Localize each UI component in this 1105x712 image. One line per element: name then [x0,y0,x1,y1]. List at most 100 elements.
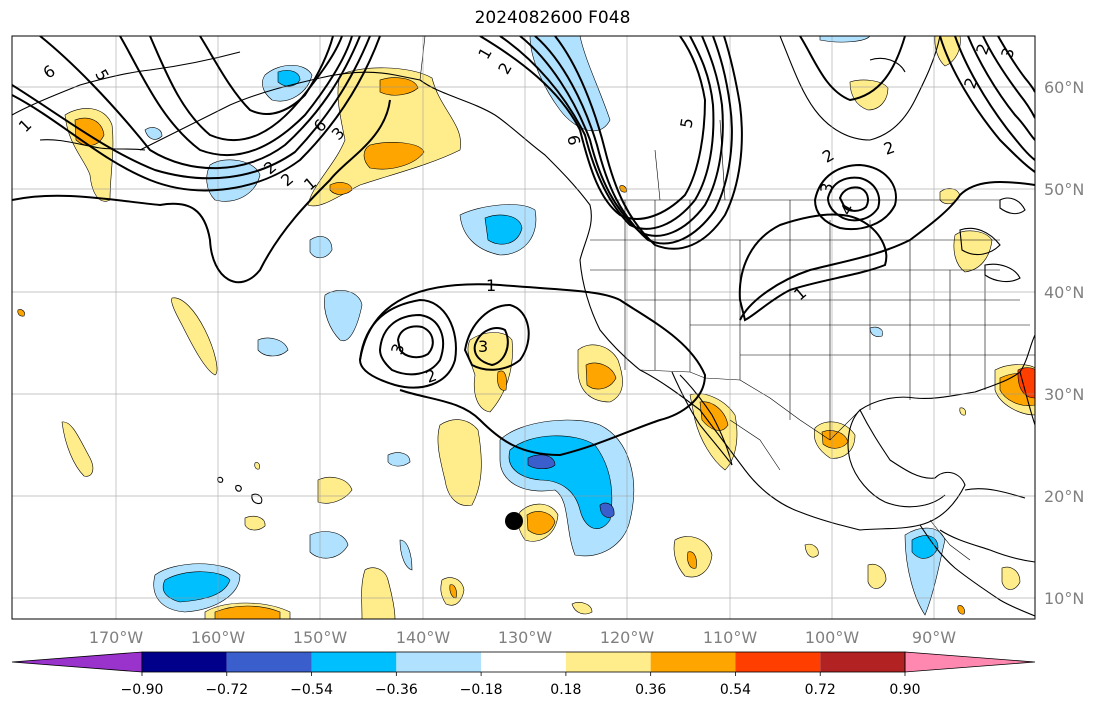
cuba [964,488,1026,499]
shade-region [244,515,266,531]
contour-line [119,36,353,157]
newfoundland [999,197,1026,215]
map-panel: 6 5 2 1 2 3 6 1 2 6 5 3 2 1 3 2 4 1 2 3 … [12,36,1035,619]
contour-label: 3 [816,181,836,194]
aleutian-islands [39,139,146,151]
colorbar-segment [311,652,397,672]
latitude-label: 30°N [1044,385,1084,404]
contour-line [199,36,334,115]
colorbar-tick-label: 0.90 [889,682,920,698]
central-america-borders [929,519,971,561]
contour-line [954,36,1035,161]
shade-region [585,362,617,390]
shade-region [804,543,819,558]
shade-region [437,419,482,506]
alaska-coast [139,71,421,151]
longitude-label: 130°W [498,628,553,647]
colorbar-tick-label: −0.18 [460,682,503,698]
colorbar-segment [226,652,312,672]
shade-region [1017,367,1035,399]
contour-line [396,325,434,359]
shade-region [277,70,301,87]
baja-coast [671,371,733,466]
shade-region [571,602,593,615]
contour-line [359,283,707,457]
shade-region [527,454,556,470]
gulf-coast [847,409,946,508]
shade-region [959,407,966,416]
shade-region [317,477,353,504]
coastlines [12,36,1035,617]
shade-region [329,182,353,195]
shade-region [309,236,333,259]
alaska-border [419,36,426,81]
shade-region [171,297,218,376]
shade-region [529,36,611,132]
contour-line [939,36,1035,173]
colorbar-segment [396,652,482,672]
colorbar-tick-label: −0.72 [205,682,248,698]
contour-line [39,36,361,170]
contour-line [12,99,391,284]
shade-region [934,36,961,67]
contour-line [534,36,733,245]
colorbar-tick-label: 0.36 [635,682,666,698]
shade-region [17,309,25,317]
great-lakes [984,263,1021,283]
political-borders [419,36,1035,561]
shade-region [599,502,615,518]
colorbar: −0.90 −0.72 −0.54 −0.36 −0.18 0.18 0.36 0.54 0.7… [11,651,1036,698]
contour-label: 1 [486,276,496,295]
colorbar-tick-label: 0.54 [720,682,751,698]
latitude-label: 60°N [1044,78,1084,97]
latitude-label: 50°N [1044,180,1084,199]
colorbar-segment [735,652,821,672]
contour-line [838,186,869,212]
shade-region [687,551,697,569]
contour-line [997,36,1035,93]
shade-region [869,326,883,337]
latitude-axis: 60°N 50°N 40°N 30°N 20°N 10°N [1044,78,1084,608]
colorbar-tick-label: 0.72 [805,682,836,698]
colorbar-segment [142,652,227,672]
contour-line [826,176,880,222]
shade-region [309,531,349,559]
shade-region [144,127,163,140]
colorbar-segment [481,652,566,672]
shade-region [387,452,411,467]
contour-line [12,36,371,180]
map-title: 2024082600 F048 [474,8,631,28]
shade-region [74,117,105,146]
shade-region [497,370,507,391]
longitude-label: 90°W [912,628,956,647]
negative-anomaly-shading [144,36,946,616]
colorbar-extend-low [11,651,143,673]
contour-line [982,36,1035,119]
colorbar-extend-high [904,651,1036,673]
contour-line [813,163,897,231]
contour-line [473,327,509,367]
shade-region [206,159,261,202]
contour-line [738,213,888,322]
latitude-label: 40°N [1044,283,1084,302]
longitude-label: 100°W [805,628,860,647]
colorbar-tick-label: −0.54 [290,682,333,698]
shade-region [957,605,965,615]
contour-line [12,36,381,192]
longitude-label: 110°W [703,628,758,647]
contour-label: 6 [563,133,583,146]
contour-line [499,36,715,230]
longitude-label: 170°W [89,628,144,647]
alaska-coast [12,51,241,116]
shade-region [162,571,231,603]
hudson-coast [779,36,941,141]
central-america-coast [919,524,1035,617]
shade-region [257,337,289,357]
shade-region [399,539,413,571]
colorbar-segment [565,652,651,672]
contour-line [554,36,743,250]
shade-region [484,214,523,245]
shade-region [953,230,993,273]
colorbar-frame [141,651,906,673]
